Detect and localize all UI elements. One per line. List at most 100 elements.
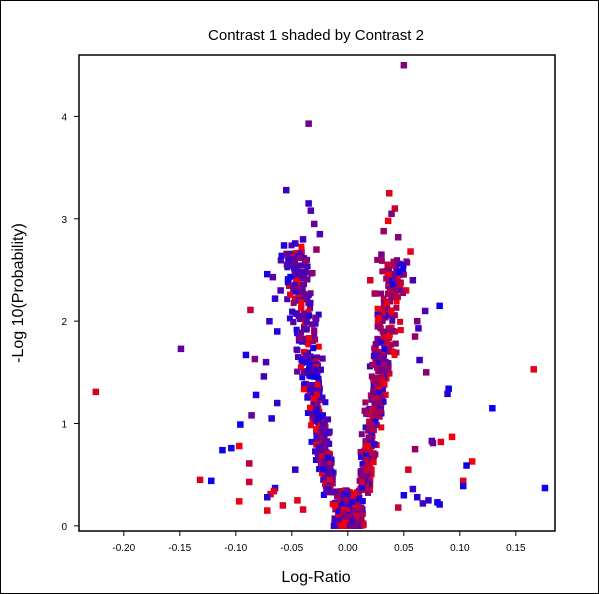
cloud-point bbox=[325, 416, 332, 423]
cloud-point bbox=[384, 291, 391, 298]
cloud-point bbox=[293, 346, 300, 353]
data-point bbox=[242, 351, 250, 359]
data-point bbox=[415, 325, 422, 332]
cloud-point bbox=[298, 299, 305, 306]
cloud-point bbox=[326, 471, 333, 478]
cloud-point bbox=[307, 362, 314, 369]
cloud-point bbox=[370, 394, 376, 401]
cloud-point bbox=[378, 257, 385, 264]
cloud-point bbox=[360, 521, 367, 528]
cloud-point bbox=[400, 267, 407, 274]
data-point bbox=[391, 205, 399, 212]
data-point bbox=[299, 236, 307, 243]
cloud-point bbox=[298, 288, 305, 295]
cloud-point bbox=[349, 499, 356, 505]
cloud-point bbox=[277, 257, 284, 264]
cloud-point bbox=[326, 440, 333, 447]
cloud-point bbox=[358, 431, 365, 438]
cloud-point bbox=[319, 394, 326, 401]
cloud-point bbox=[320, 491, 327, 498]
cloud-point bbox=[397, 318, 404, 325]
cloud-point bbox=[375, 389, 382, 396]
data-point bbox=[445, 385, 452, 392]
data-point bbox=[252, 391, 260, 399]
data-point bbox=[395, 234, 402, 241]
cloud-point bbox=[296, 262, 303, 269]
cloud-point bbox=[358, 504, 365, 511]
cloud-point bbox=[379, 386, 386, 393]
cloud-point bbox=[370, 459, 377, 466]
cloud-point bbox=[378, 338, 385, 345]
cloud-point bbox=[300, 310, 307, 317]
cloud-point bbox=[304, 276, 311, 283]
cloud-point bbox=[326, 480, 333, 487]
data-point bbox=[299, 506, 307, 513]
cloud-point bbox=[386, 370, 393, 377]
cloud-point bbox=[313, 410, 320, 416]
cloud-point bbox=[346, 505, 353, 512]
x-tick-label: 0.15 bbox=[506, 543, 526, 554]
cloud-point bbox=[302, 258, 309, 265]
data-point bbox=[274, 399, 281, 407]
cloud-point bbox=[308, 382, 315, 388]
data-point bbox=[460, 482, 467, 490]
cloud-point bbox=[370, 410, 377, 417]
cloud-point bbox=[377, 354, 384, 361]
cloud-point bbox=[297, 329, 304, 336]
cloud-point bbox=[389, 348, 396, 355]
y-axis-title: -Log 10(Probability) bbox=[10, 223, 27, 363]
cloud-point bbox=[315, 311, 322, 318]
cloud-point bbox=[362, 399, 369, 406]
cloud-point bbox=[386, 332, 393, 339]
cloud-point bbox=[309, 321, 316, 328]
cloud-point bbox=[400, 271, 407, 278]
cloud-point bbox=[305, 291, 312, 298]
cloud-point bbox=[358, 453, 364, 460]
cloud-point bbox=[287, 291, 294, 298]
cloud-point bbox=[299, 274, 306, 281]
data-point bbox=[416, 356, 423, 364]
cloud-point bbox=[373, 380, 380, 387]
cloud-point bbox=[340, 504, 347, 511]
cloud-point bbox=[403, 258, 410, 265]
cloud-point bbox=[291, 269, 298, 276]
data-point bbox=[411, 333, 419, 340]
cloud-point bbox=[375, 385, 382, 392]
cloud-point bbox=[285, 256, 292, 263]
data-point bbox=[292, 240, 299, 247]
cloud-point bbox=[340, 509, 347, 516]
cloud-point bbox=[325, 486, 332, 493]
cloud-point bbox=[294, 330, 300, 337]
cloud-point bbox=[322, 399, 329, 406]
cloud-point bbox=[292, 284, 299, 291]
cloud-point bbox=[375, 315, 382, 321]
cloud-point bbox=[320, 412, 326, 419]
cloud-point bbox=[314, 381, 321, 388]
cloud-point bbox=[347, 513, 354, 520]
cloud-point bbox=[392, 340, 399, 347]
data-point bbox=[414, 494, 421, 501]
cloud-point bbox=[286, 283, 292, 289]
cloud-point bbox=[384, 261, 391, 268]
cloud-point bbox=[358, 468, 365, 474]
cloud-point bbox=[371, 418, 378, 425]
cloud-point bbox=[340, 490, 347, 497]
cloud-point bbox=[311, 373, 318, 380]
cloud-point bbox=[372, 358, 379, 365]
data-point bbox=[177, 345, 185, 353]
data-point bbox=[269, 273, 277, 281]
data-point bbox=[436, 302, 443, 310]
cloud-point bbox=[286, 252, 293, 259]
cloud-point bbox=[300, 314, 307, 320]
cloud-point bbox=[304, 410, 311, 416]
data-point bbox=[279, 502, 287, 509]
cloud-point bbox=[322, 474, 329, 481]
cloud-point bbox=[364, 463, 371, 469]
cloud-point bbox=[365, 434, 372, 441]
data-point bbox=[262, 358, 270, 366]
cloud-point bbox=[303, 319, 310, 326]
data-point bbox=[208, 477, 215, 485]
cloud-point bbox=[342, 518, 349, 525]
cloud-point bbox=[293, 273, 299, 280]
cloud-point bbox=[286, 315, 293, 322]
